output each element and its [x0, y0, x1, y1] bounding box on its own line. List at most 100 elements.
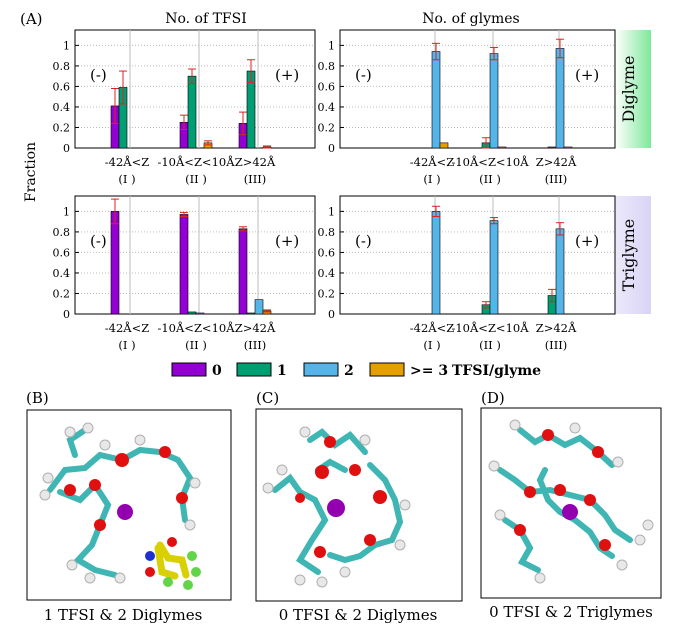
- y-tick-label: 0.4: [53, 267, 71, 280]
- molecule-snapshot-d: [480, 407, 662, 599]
- category-label: Z>42Å: [536, 321, 577, 335]
- y-tick-label: 0.6: [318, 80, 336, 93]
- tfsi-bonds-b: [154, 541, 190, 580]
- caption-c: 0 TFSI & 2 Diglymes: [279, 606, 438, 624]
- panel-label-b: (B): [26, 389, 49, 407]
- annotation-plus: (+): [275, 232, 299, 250]
- y-tick-label: 0.8: [53, 60, 71, 73]
- bar-3-2-2: [254, 299, 264, 315]
- hydrogen-atoms-d: [488, 419, 654, 584]
- row-label-triglyme-text: Triglyme: [619, 219, 638, 291]
- oxygen-atoms-c: [295, 436, 387, 558]
- panel-label-c: (C): [256, 389, 279, 407]
- category-label: -10Å<Z<10Å: [451, 321, 529, 335]
- lithium-ion-b: [117, 504, 133, 520]
- lithium-ion-c: [327, 499, 345, 517]
- legend-swatch-2: [303, 362, 339, 377]
- row-label-triglyme: Triglyme: [615, 196, 651, 314]
- y-tick-label: 1: [328, 39, 335, 52]
- chart-panel-2: 0 0.2 0.4 0.6 0.8 1 -42Å<Z (I ) -10Å<Z<10Å (II ) Z…: [53, 195, 316, 352]
- legend-swatch-1: [236, 362, 272, 377]
- category-id: (II ): [479, 338, 501, 352]
- row-label-diglyme: Diglyme: [615, 30, 651, 148]
- category-id: (I ): [118, 172, 135, 186]
- chart-panel-1: 0 0.2 0.4 0.6 0.8 1 -42Å<Z (I ) -10Å<Z<10Å (II ) Z…: [318, 29, 616, 186]
- bar-3-2-2: [555, 228, 565, 315]
- legend-label-0: 0: [212, 363, 222, 379]
- annotation-plus: (+): [575, 66, 599, 84]
- y-tick-label: 0.2: [53, 287, 71, 300]
- molecule-snapshot-b: [26, 409, 232, 601]
- category-label: Z>42Å: [235, 321, 276, 335]
- caption-d: 0 TFSI & 2 Triglymes: [489, 603, 653, 621]
- row-label-triglyme-bg: [615, 196, 651, 314]
- category-label: Z>42Å: [536, 155, 577, 169]
- panel-label-d: (D): [481, 389, 505, 407]
- column-title-tfsi: No. of TFSI: [165, 11, 247, 27]
- y-axis-label: Fraction: [23, 142, 39, 202]
- annotation-plus: (+): [575, 232, 599, 250]
- lithium-ion-d: [562, 504, 578, 520]
- panel-label-a: (A): [20, 10, 43, 28]
- y-tick-label: 0.4: [318, 101, 336, 114]
- legend-label-1: 1: [277, 363, 287, 379]
- annotation-minus: (-): [90, 66, 107, 84]
- legend-suffix: TFSI/glyme: [452, 363, 541, 379]
- chart-panels: 0 0.2 0.4 0.6 0.8 1 -42Å<Z (I ) -10Å<Z<10Å (II ) Z…: [53, 29, 616, 352]
- y-tick-label: 0.6: [318, 246, 336, 259]
- bar-3-3-2: [563, 146, 573, 149]
- annotation-minus: (-): [355, 66, 372, 84]
- legend-label-3: >= 3: [410, 363, 448, 379]
- y-tick-label: 0.2: [53, 121, 71, 134]
- bar-3-1-2: [246, 312, 256, 315]
- bar-3-0-0: [110, 211, 120, 315]
- caption-b: 1 TFSI & 2 Diglymes: [44, 606, 203, 624]
- hydrogen-atoms-b: [39, 422, 201, 584]
- category-label: -42Å<Z: [105, 155, 149, 169]
- fluorine-atoms-b: [163, 551, 201, 590]
- y-tick-label: 1: [63, 205, 70, 218]
- bar-3-0-1: [179, 214, 189, 315]
- oxygen-atoms-d: [514, 429, 611, 551]
- annotation-minus: (-): [355, 232, 372, 250]
- bar-3-2-1: [489, 53, 499, 149]
- y-tick-label: 1: [328, 205, 335, 218]
- row-label-diglyme-bg: [615, 30, 651, 148]
- chart-panel-0: 0 0.2 0.4 0.6 0.8 1 -42Å<Z (I ) -10Å<Z<10Å (II ) Z…: [53, 29, 316, 186]
- category-id: (III): [545, 338, 568, 352]
- legend-swatch-0: [171, 362, 207, 377]
- bar-3-3-1: [497, 146, 507, 149]
- category-id: (III): [545, 172, 568, 186]
- y-tick-label: 0.2: [318, 121, 336, 134]
- category-id: (III): [244, 172, 267, 186]
- bar-3-2-0: [431, 211, 441, 315]
- category-label: Z>42Å: [235, 155, 276, 169]
- nitrogen-atom-b: [145, 551, 155, 561]
- y-tick-label: 0.6: [53, 80, 71, 93]
- category-label: -42Å<Z: [410, 321, 454, 335]
- molecule-snapshot-c: [255, 408, 463, 602]
- bar-3-2-2: [555, 48, 565, 149]
- category-label: -42Å<Z: [410, 155, 454, 169]
- legend-swatch-3: [369, 362, 405, 377]
- chart-panel-3: 0 0.2 0.4 0.6 0.8 1 -42Å<Z (I ) -10Å<Z<10Å (II ) Z…: [318, 195, 616, 352]
- y-tick-label: 0: [328, 308, 335, 321]
- category-id: (I ): [423, 172, 440, 186]
- plot-frame: [339, 195, 616, 315]
- bar-3-1-1: [187, 75, 197, 149]
- category-label: -10Å<Z<10Å: [157, 155, 235, 169]
- y-tick-label: 0.8: [318, 60, 336, 73]
- legend: 0 1 2 >= 3 TFSI/glyme: [171, 362, 541, 379]
- bar-3-2-1: [489, 220, 499, 315]
- bar-3-3-0: [439, 142, 449, 149]
- y-tick-label: 0.4: [318, 267, 336, 280]
- molecule-frame-c: [255, 408, 463, 602]
- bar-3-0-2: [238, 228, 248, 315]
- category-id: (II ): [185, 338, 207, 352]
- category-id: (I ): [423, 338, 440, 352]
- bar-3-2-0: [431, 51, 441, 149]
- annotation-minus: (-): [90, 232, 107, 250]
- hydrogen-atoms-c: [262, 426, 411, 588]
- category-label: -42Å<Z: [105, 321, 149, 335]
